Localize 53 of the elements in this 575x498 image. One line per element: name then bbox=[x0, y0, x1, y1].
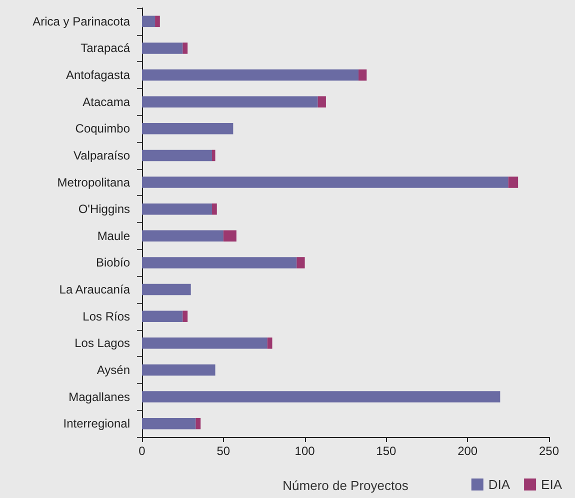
y-tick-label: Metropolitana bbox=[57, 175, 130, 190]
y-tick-label: O'Higgins bbox=[78, 202, 130, 216]
bar bbox=[142, 42, 183, 54]
x-tick-label: 200 bbox=[458, 444, 478, 458]
bar bbox=[212, 150, 216, 162]
bar bbox=[142, 338, 268, 349]
bar bbox=[508, 176, 518, 188]
bar bbox=[267, 338, 272, 349]
x-tick-label: 50 bbox=[216, 444, 230, 458]
bar bbox=[155, 16, 160, 28]
x-tick-label: 150 bbox=[376, 444, 397, 458]
bar bbox=[142, 203, 212, 215]
y-tick-label: Valparaíso bbox=[74, 148, 130, 162]
bar bbox=[142, 391, 500, 402]
x-tick-label: 0 bbox=[138, 444, 146, 458]
legend-label: DIA bbox=[488, 477, 510, 492]
y-tick-label: Tarapacá bbox=[80, 41, 130, 56]
bar bbox=[318, 96, 326, 108]
y-tick-label: Coquimbo bbox=[75, 122, 130, 136]
y-tick-label: Magallanes bbox=[68, 390, 130, 404]
bar bbox=[142, 364, 216, 376]
y-tick-label: Los Lagos bbox=[74, 336, 130, 350]
bar bbox=[296, 257, 305, 268]
y-tick-label: Biobío bbox=[96, 256, 130, 270]
y-tick-label: Interregional bbox=[63, 416, 130, 431]
bar bbox=[142, 150, 212, 162]
bar bbox=[142, 96, 318, 108]
y-tick-label: La Araucanía bbox=[59, 282, 130, 297]
x-tick-label: 100 bbox=[294, 444, 316, 458]
bar bbox=[142, 123, 234, 134]
bar bbox=[196, 418, 201, 430]
bar bbox=[142, 230, 224, 242]
x-axis-title: Número de Proyectos bbox=[282, 478, 409, 493]
legend-label: EIA bbox=[541, 477, 562, 492]
bar bbox=[358, 69, 367, 81]
bar bbox=[142, 257, 297, 268]
y-tick-label: Atacama bbox=[82, 94, 130, 109]
bar bbox=[142, 176, 508, 188]
y-tick-label: Los Ríos bbox=[82, 309, 130, 324]
bar bbox=[182, 42, 188, 54]
y-tick-label: Antofagasta bbox=[66, 68, 130, 82]
bar bbox=[223, 230, 236, 242]
bar bbox=[182, 310, 188, 322]
bar bbox=[142, 69, 359, 81]
bar bbox=[142, 310, 183, 322]
bar bbox=[142, 16, 156, 28]
bar bbox=[212, 203, 217, 215]
y-tick-label: Maule bbox=[97, 228, 130, 243]
y-tick-label: Aysén bbox=[96, 362, 130, 377]
y-tick-label: Arica y Parinacota bbox=[32, 14, 130, 28]
bar bbox=[142, 418, 196, 430]
x-tick-label: 250 bbox=[538, 444, 560, 458]
bar bbox=[142, 284, 191, 296]
